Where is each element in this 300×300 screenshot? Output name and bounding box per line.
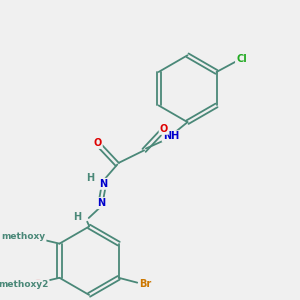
Text: O: O <box>33 280 41 290</box>
Text: methoxy: methoxy <box>2 232 46 242</box>
Text: O: O <box>160 124 168 134</box>
Text: NH: NH <box>163 131 179 141</box>
Text: methoxy2: methoxy2 <box>0 280 49 289</box>
Text: H: H <box>86 173 94 183</box>
Text: N: N <box>97 198 105 208</box>
Text: O: O <box>94 138 102 148</box>
Text: O: O <box>33 232 41 242</box>
Text: Br: Br <box>139 280 152 290</box>
Text: H: H <box>73 212 81 222</box>
Text: N: N <box>99 179 107 189</box>
Text: Cl: Cl <box>236 54 247 64</box>
